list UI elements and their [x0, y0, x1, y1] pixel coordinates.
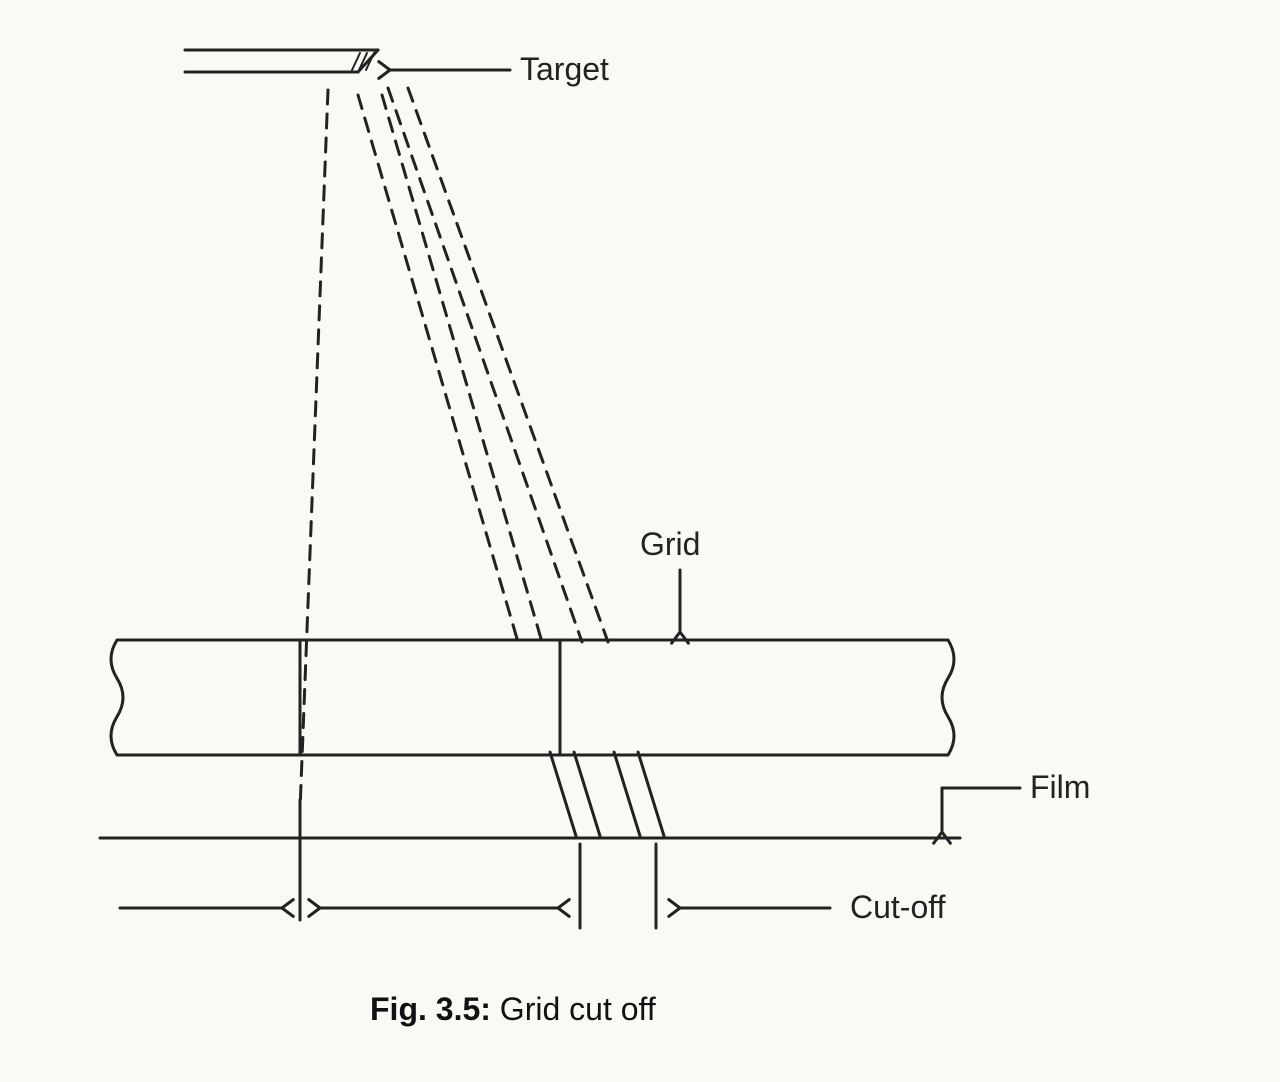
grid-label: Grid [640, 526, 700, 562]
film-label: Film [1030, 769, 1090, 805]
figure-caption: Fig. 3.5: Grid cut off [370, 991, 656, 1027]
target-label: Target [520, 51, 609, 87]
cutoff-label: Cut-off [850, 889, 946, 925]
